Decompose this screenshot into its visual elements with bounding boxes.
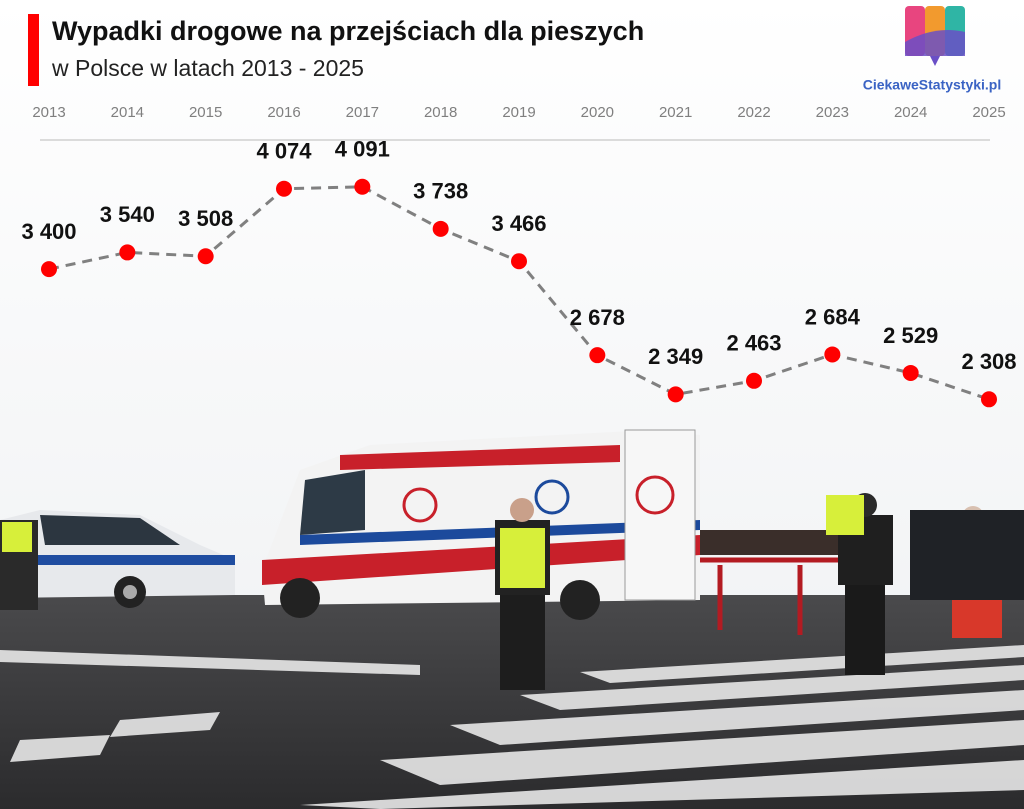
point bbox=[354, 178, 371, 195]
data-label: 4 074 bbox=[256, 139, 312, 164]
data-label: 3 540 bbox=[100, 202, 155, 227]
logo-text: CiekaweStatystyki.pl bbox=[863, 77, 1002, 93]
x-tick-label: 2017 bbox=[346, 104, 379, 121]
data-label: 2 684 bbox=[805, 304, 861, 329]
point bbox=[746, 372, 762, 389]
point bbox=[667, 386, 684, 403]
data-label: 2 463 bbox=[726, 331, 781, 356]
x-tick-label: 2020 bbox=[581, 104, 614, 121]
x-tick-label: 2025 bbox=[972, 104, 1005, 121]
data-label: 2 349 bbox=[648, 344, 703, 369]
x-tick-label: 2022 bbox=[737, 104, 770, 121]
chart-title: Wypadki drogowe na przejściach dla piesz… bbox=[52, 16, 644, 46]
data-label: 4 091 bbox=[335, 137, 390, 162]
x-tick-label: 2024 bbox=[894, 104, 927, 121]
point bbox=[119, 244, 136, 261]
x-tick-label: 2013 bbox=[32, 104, 65, 121]
point bbox=[824, 346, 841, 363]
point bbox=[511, 253, 527, 270]
x-tick-label: 2023 bbox=[816, 104, 849, 121]
data-label: 2 308 bbox=[961, 349, 1016, 374]
logo-icon bbox=[905, 6, 965, 66]
point bbox=[41, 261, 57, 278]
point bbox=[981, 391, 997, 408]
point bbox=[902, 364, 919, 381]
chart-subtitle: w Polsce w latach 2013 - 2025 bbox=[51, 55, 364, 81]
x-tick-label: 2019 bbox=[502, 104, 535, 121]
point bbox=[276, 180, 292, 197]
point bbox=[432, 220, 449, 237]
data-label: 2 678 bbox=[570, 305, 625, 330]
data-label: 3 466 bbox=[491, 211, 546, 236]
x-tick-label: 2018 bbox=[424, 104, 457, 121]
data-label: 2 529 bbox=[883, 323, 938, 348]
point bbox=[197, 248, 214, 265]
x-tick-label: 2015 bbox=[189, 104, 222, 121]
x-tick-label: 2016 bbox=[267, 104, 300, 121]
data-label: 3 738 bbox=[413, 179, 468, 204]
x-tick-label: 2014 bbox=[111, 104, 144, 121]
title-accent bbox=[28, 14, 39, 86]
x-tick-label: 2021 bbox=[659, 104, 692, 121]
data-label: 3 400 bbox=[21, 219, 76, 244]
data-label: 3 508 bbox=[178, 206, 233, 231]
point bbox=[589, 347, 606, 364]
